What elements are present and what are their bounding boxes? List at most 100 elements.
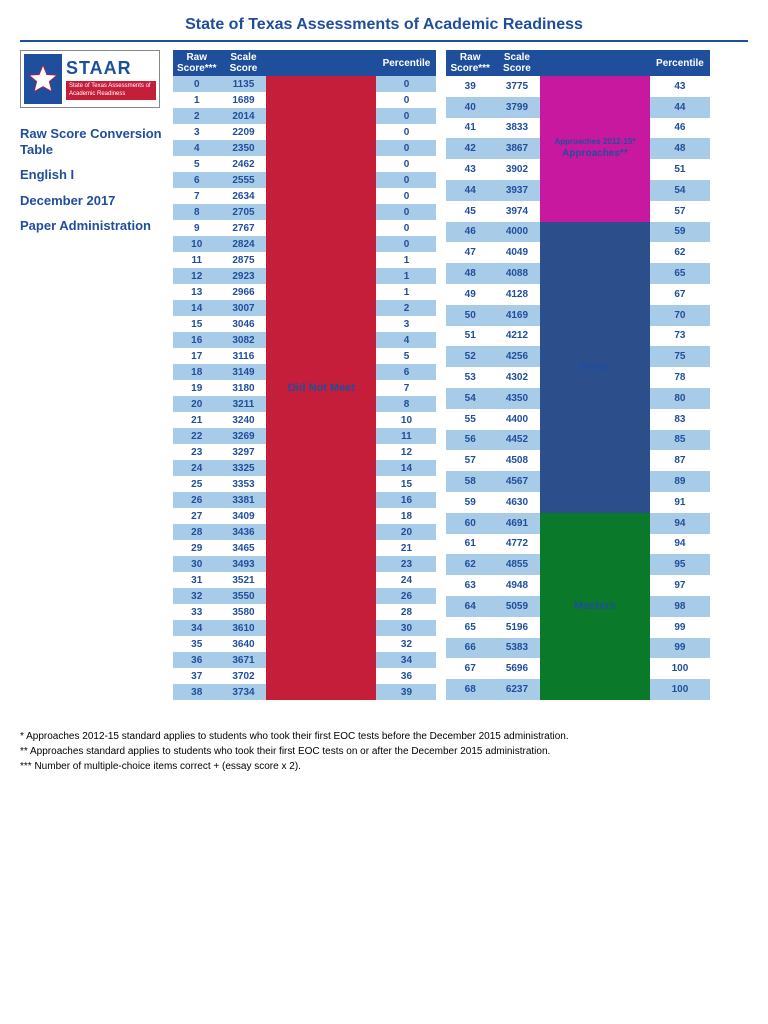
- table-row: 604691Masters94: [446, 513, 709, 534]
- cell-percentile: 59: [650, 222, 710, 243]
- cell-scale: 2209: [220, 124, 266, 140]
- cell-percentile: 12: [376, 444, 436, 460]
- sidebar-admin: Paper Administration: [20, 218, 165, 234]
- cell-scale: 3974: [494, 201, 540, 222]
- cell-scale: 4508: [494, 450, 540, 471]
- cell-percentile: 1: [376, 284, 436, 300]
- cell-raw: 33: [173, 604, 220, 620]
- cell-raw: 49: [446, 284, 493, 305]
- table-row: 01135Did Not Meet0: [173, 76, 436, 92]
- cell-percentile: 0: [376, 156, 436, 172]
- cell-scale: 2462: [220, 156, 266, 172]
- th-category: [266, 50, 376, 76]
- cell-raw: 61: [446, 534, 493, 555]
- cell-scale: 4772: [494, 534, 540, 555]
- cell-percentile: 16: [376, 492, 436, 508]
- cell-raw: 30: [173, 556, 220, 572]
- cell-raw: 11: [173, 252, 220, 268]
- cell-scale: 3493: [220, 556, 266, 572]
- cell-scale: 3116: [220, 348, 266, 364]
- cell-scale: 3833: [494, 118, 540, 139]
- cell-scale: 4128: [494, 284, 540, 305]
- cell-scale: 4350: [494, 388, 540, 409]
- cell-raw: 9: [173, 220, 220, 236]
- cell-raw: 37: [173, 668, 220, 684]
- cell-raw: 28: [173, 524, 220, 540]
- cell-raw: 41: [446, 118, 493, 139]
- sidebar-table-name: Raw Score Conversion Table: [20, 126, 165, 157]
- cell-scale: 4567: [494, 471, 540, 492]
- cell-raw: 19: [173, 380, 220, 396]
- cell-percentile: 11: [376, 428, 436, 444]
- cell-scale: 5383: [494, 638, 540, 659]
- th-scale: Scale Score: [494, 50, 540, 76]
- footnote-1: * Approaches 2012-15 standard applies to…: [20, 730, 748, 744]
- cell-scale: 3409: [220, 508, 266, 524]
- cell-percentile: 98: [650, 596, 710, 617]
- category-approaches: Approaches 2012-15*Approaches**: [540, 76, 650, 222]
- cell-scale: 2350: [220, 140, 266, 156]
- cell-raw: 50: [446, 305, 493, 326]
- cell-percentile: 57: [650, 201, 710, 222]
- table-row: 393775Approaches 2012-15*Approaches**43: [446, 76, 709, 97]
- table-row: 464000Meets59: [446, 222, 709, 243]
- cell-scale: 3550: [220, 588, 266, 604]
- th-category: [540, 50, 650, 76]
- cell-percentile: 3: [376, 316, 436, 332]
- cell-percentile: 94: [650, 513, 710, 534]
- cell-percentile: 0: [376, 220, 436, 236]
- cell-scale: 3149: [220, 364, 266, 380]
- cell-raw: 43: [446, 159, 493, 180]
- th-scale: Scale Score: [220, 50, 266, 76]
- footnote-2: ** Approaches standard applies to studen…: [20, 745, 748, 759]
- cell-scale: 3671: [220, 652, 266, 668]
- cell-scale: 2555: [220, 172, 266, 188]
- cell-scale: 4691: [494, 513, 540, 534]
- cell-raw: 35: [173, 636, 220, 652]
- cell-raw: 3: [173, 124, 220, 140]
- cell-raw: 24: [173, 460, 220, 476]
- sidebar-date: December 2017: [20, 193, 165, 209]
- cell-percentile: 34: [376, 652, 436, 668]
- logo-name: STAAR: [66, 58, 156, 79]
- cell-percentile: 0: [376, 204, 436, 220]
- cell-percentile: 80: [650, 388, 710, 409]
- cell-percentile: 46: [650, 118, 710, 139]
- cell-raw: 14: [173, 300, 220, 316]
- cell-raw: 38: [173, 684, 220, 700]
- cell-percentile: 15: [376, 476, 436, 492]
- cell-percentile: 99: [650, 617, 710, 638]
- cell-scale: 3325: [220, 460, 266, 476]
- cell-scale: 1689: [220, 92, 266, 108]
- cell-scale: 4000: [494, 222, 540, 243]
- cell-scale: 3775: [494, 76, 540, 97]
- cell-percentile: 0: [376, 172, 436, 188]
- cell-percentile: 36: [376, 668, 436, 684]
- th-raw: Raw Score***: [173, 50, 220, 76]
- cell-scale: 4049: [494, 242, 540, 263]
- cell-percentile: 23: [376, 556, 436, 572]
- cell-scale: 3799: [494, 97, 540, 118]
- cell-raw: 65: [446, 617, 493, 638]
- cell-scale: 3580: [220, 604, 266, 620]
- cell-scale: 3465: [220, 540, 266, 556]
- cell-raw: 20: [173, 396, 220, 412]
- th-percentile: Percentile: [650, 50, 710, 76]
- cell-scale: 2875: [220, 252, 266, 268]
- cell-scale: 5696: [494, 658, 540, 679]
- cell-percentile: 24: [376, 572, 436, 588]
- cell-percentile: 0: [376, 188, 436, 204]
- cell-percentile: 32: [376, 636, 436, 652]
- cell-percentile: 100: [650, 658, 710, 679]
- page-title: State of Texas Assessments of Academic R…: [20, 10, 748, 40]
- cell-percentile: 43: [650, 76, 710, 97]
- cell-scale: 3640: [220, 636, 266, 652]
- cell-raw: 56: [446, 430, 493, 451]
- cell-raw: 15: [173, 316, 220, 332]
- cell-raw: 16: [173, 332, 220, 348]
- cell-raw: 0: [173, 76, 220, 92]
- cell-scale: 3297: [220, 444, 266, 460]
- cell-percentile: 0: [376, 124, 436, 140]
- cell-raw: 25: [173, 476, 220, 492]
- cell-raw: 12: [173, 268, 220, 284]
